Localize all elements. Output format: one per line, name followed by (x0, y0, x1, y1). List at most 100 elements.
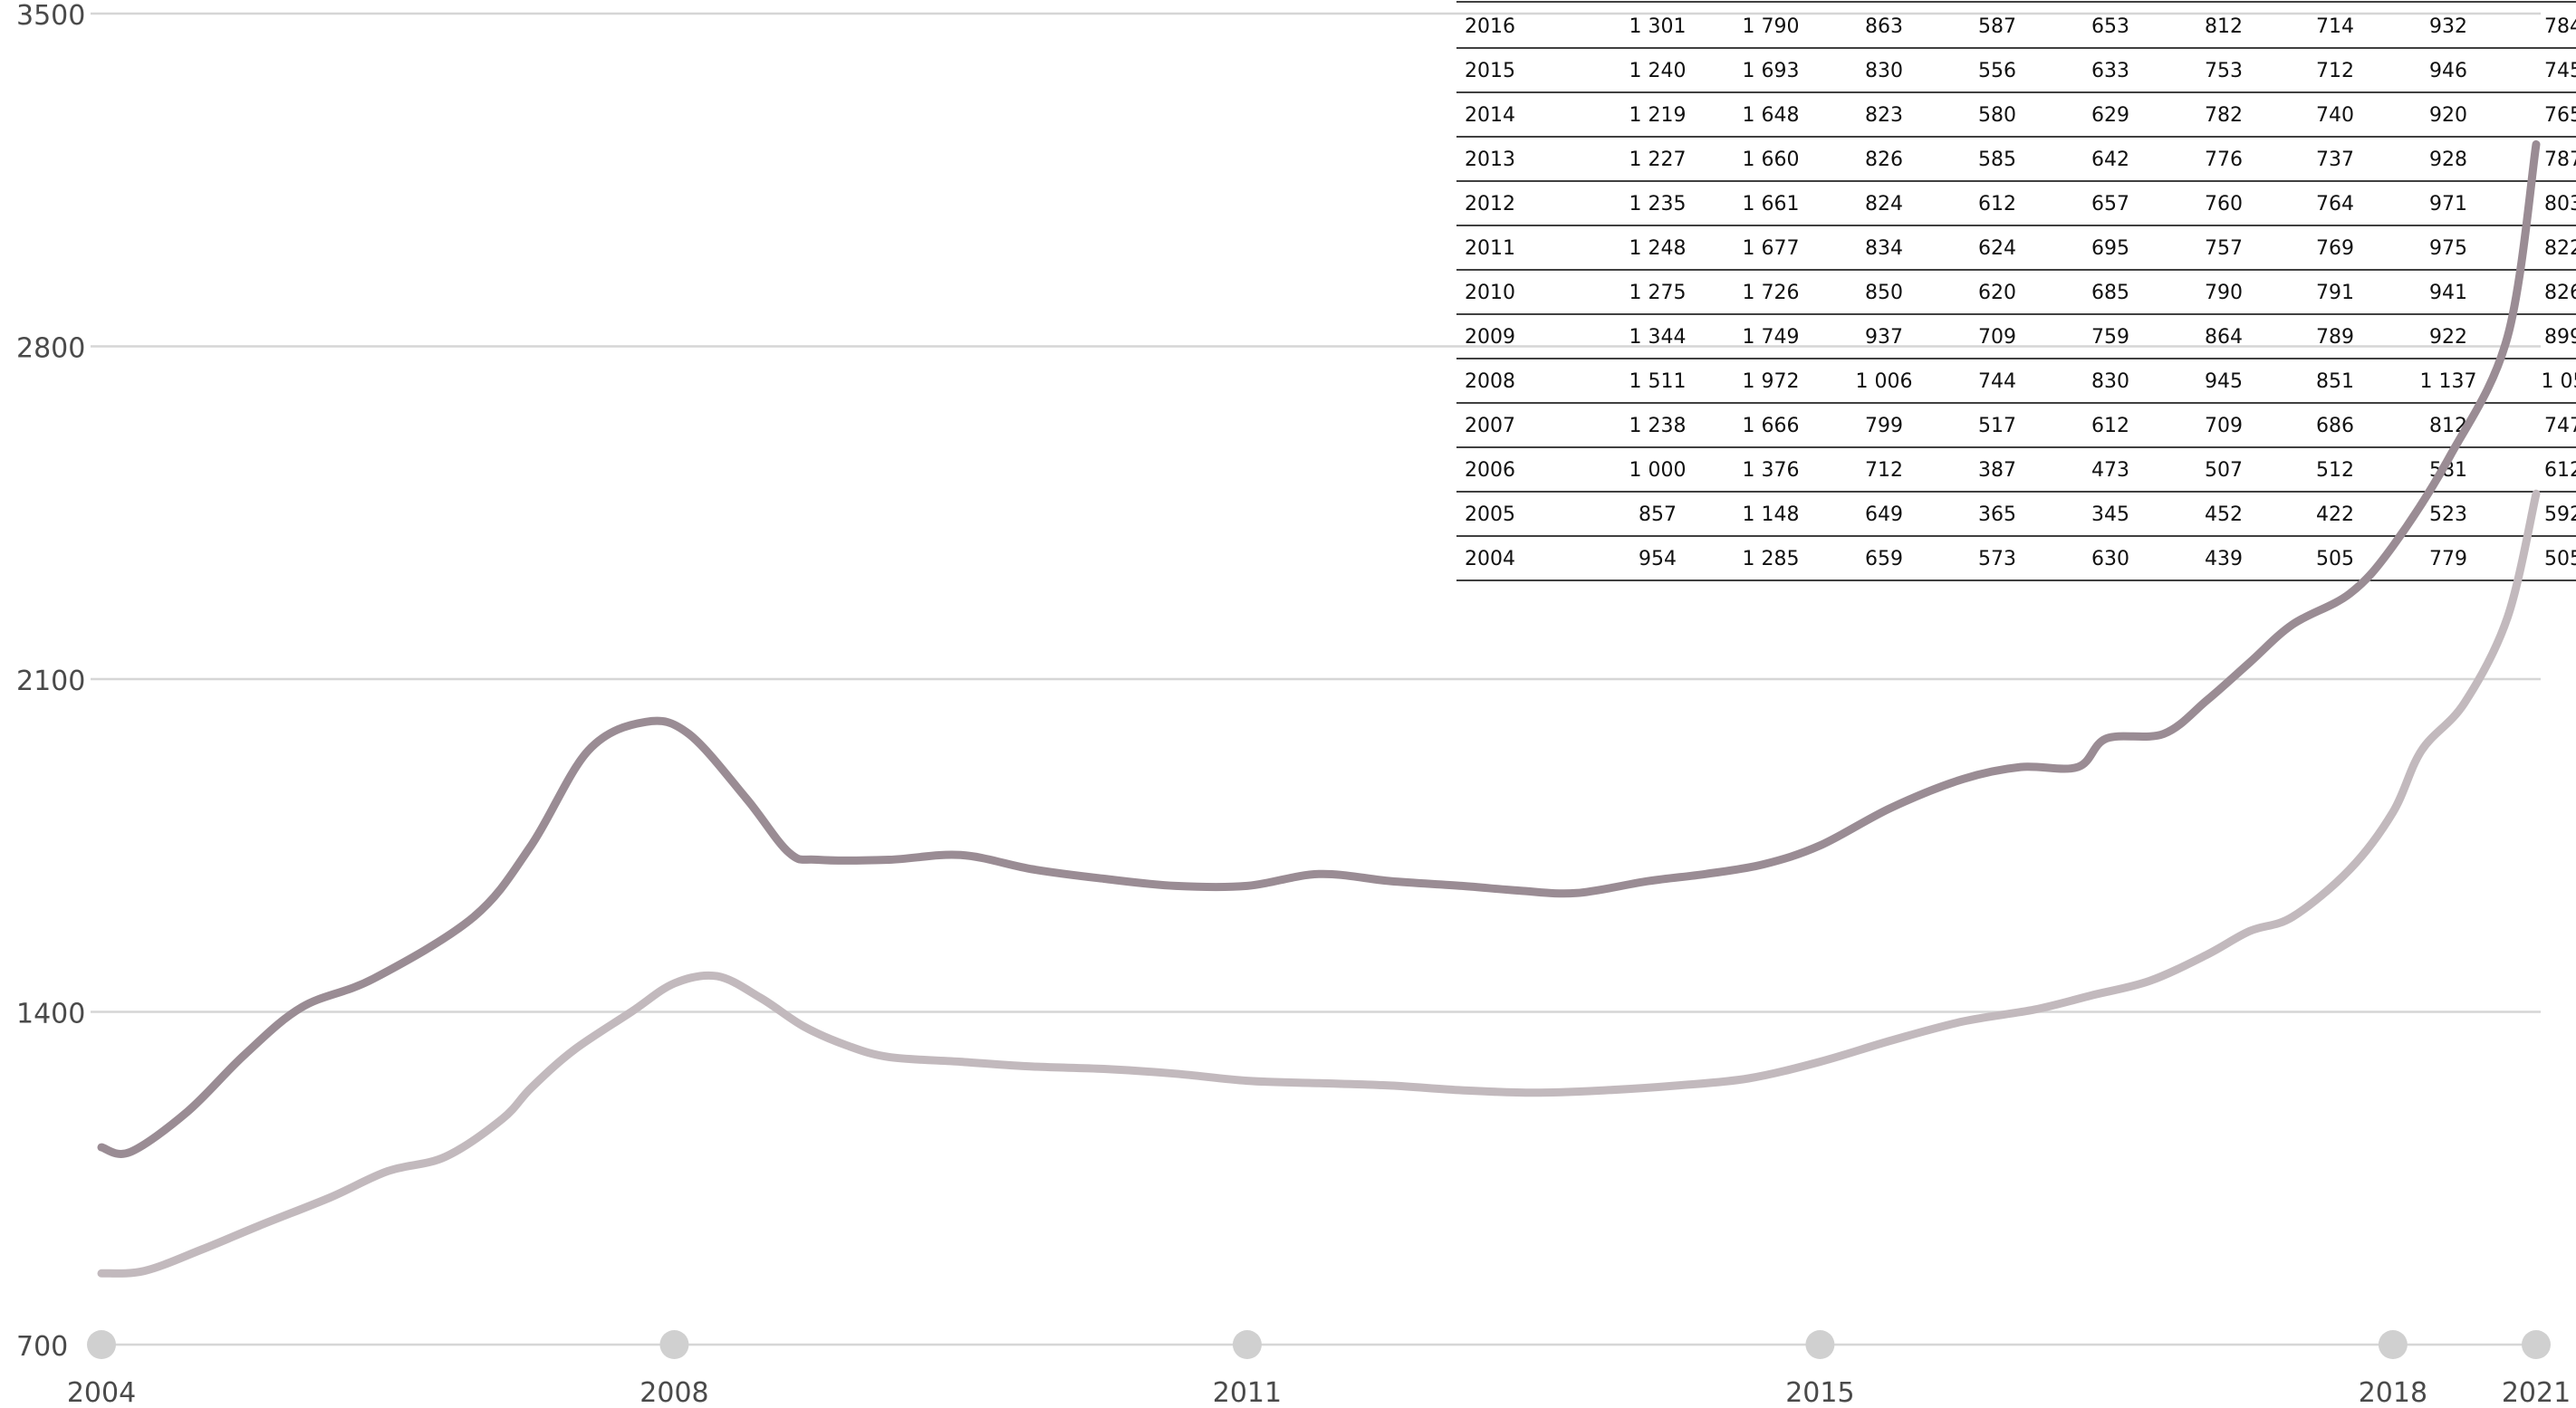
y-tick-label: 2100 (16, 666, 85, 697)
x-axis-dot (2378, 1330, 2408, 1359)
table-year-cell: 2013 (1465, 148, 1515, 171)
table-cell: 928 (2429, 148, 2467, 171)
table-cell: 573 (1978, 548, 2016, 570)
table-cell: 1 137 (2420, 370, 2477, 393)
table-cell: 941 (2429, 282, 2467, 304)
table-cell: 975 (2429, 237, 2467, 260)
x-axis-dot (1232, 1330, 1262, 1359)
upper-series-line (97, 139, 2541, 1158)
table-cell: 517 (1978, 415, 2016, 437)
table-cell: 824 (1865, 193, 1903, 216)
y-tick-label: 700 (16, 1331, 68, 1363)
table-cell: 505 (2316, 548, 2354, 570)
table-cell: 659 (1865, 548, 1903, 570)
table-cell: 709 (1978, 326, 2016, 349)
table-cell: 830 (2091, 370, 2129, 393)
table-cell: 1 693 (1743, 60, 1800, 82)
table-cell: 1 219 (1629, 104, 1687, 127)
table-year-cell: 2008 (1465, 370, 1515, 393)
table-cell: 1 000 (1629, 459, 1687, 482)
table-cell: 954 (1639, 548, 1677, 570)
table-cell: 709 (2205, 415, 2243, 437)
table-cell: 612 (2091, 415, 2129, 437)
table-cell: 922 (2429, 326, 2467, 349)
table-cell: 1 660 (1743, 148, 1800, 171)
table-cell: 765 (2544, 104, 2576, 127)
table-cell: 642 (2091, 148, 2129, 171)
lower-series-line (97, 489, 2541, 1278)
table-cell: 769 (2316, 237, 2354, 260)
table-cell: 803 (2544, 193, 2576, 216)
table-cell: 851 (2316, 370, 2354, 393)
table-cell: 1 677 (1743, 237, 1800, 260)
table-cell: 712 (1865, 459, 1903, 482)
table-cell: 1 148 (1743, 503, 1800, 526)
table-year-cell: 2007 (1465, 415, 1515, 437)
table-cell: 757 (2205, 237, 2243, 260)
table-cell: 585 (1978, 148, 2016, 171)
table-cell: 864 (2205, 326, 2243, 349)
table-cell: 1 301 (1629, 15, 1687, 38)
table-cell: 1 661 (1743, 193, 1800, 216)
table-year-cell: 2016 (1465, 15, 1515, 38)
table-cell: 790 (2205, 282, 2243, 304)
x-axis-labels: 2004 2008 2011 2015 2018 2021 (67, 1377, 2571, 1408)
table-cell: 946 (2429, 60, 2467, 82)
x-axis-markers (87, 1330, 2551, 1359)
table-cell: 439 (2205, 548, 2243, 570)
table-year-cell: 2010 (1465, 282, 1515, 304)
table-cell: 1 227 (1629, 148, 1687, 171)
table-year-cell: 2006 (1465, 459, 1515, 482)
y-axis-labels: 3500 2800 2100 1400 700 (16, 0, 85, 1363)
table-cell: 592 (2544, 503, 2576, 526)
table-cell: 649 (1865, 503, 1903, 526)
table-cell: 1 376 (1743, 459, 1800, 482)
table-year-cell: 2012 (1465, 193, 1515, 216)
table-cell: 784 (2544, 15, 2576, 38)
table-cell: 1 006 (1856, 370, 1913, 393)
table-year-cell: 2009 (1465, 326, 1515, 349)
table-cell: 799 (1865, 415, 1903, 437)
table-cell: 387 (1978, 459, 2016, 482)
table-cell: 685 (2091, 282, 2129, 304)
table-cell: 823 (1865, 104, 1903, 127)
x-tick-label: 2004 (67, 1377, 136, 1408)
table-cell: 899 (2544, 326, 2576, 349)
table-cell: 764 (2316, 193, 2354, 216)
table-cell: 507 (2205, 459, 2243, 482)
table-cell: 1 749 (1743, 326, 1800, 349)
table-cell: 1 666 (1743, 415, 1800, 437)
table-cell: 863 (1865, 15, 1903, 38)
y-tick-label: 3500 (16, 0, 85, 32)
table-cell: 782 (2205, 104, 2243, 127)
table-cell: 686 (2316, 415, 2354, 437)
table-cell: 759 (2091, 326, 2129, 349)
table-cell: 787 (2544, 148, 2576, 171)
table-cell: 822 (2544, 237, 2576, 260)
x-tick-label: 2008 (639, 1377, 708, 1408)
table-cell: 1 238 (1629, 415, 1687, 437)
table-cell: 850 (1865, 282, 1903, 304)
table-cell: 1 248 (1629, 237, 1687, 260)
table-year-cell: 2004 (1465, 548, 1515, 570)
table-cell: 812 (2205, 15, 2243, 38)
table-cell: 580 (1978, 104, 2016, 127)
table-cell: 826 (2544, 282, 2576, 304)
table-cell: 653 (2091, 15, 2129, 38)
gridlines (91, 12, 2541, 1346)
table-year-cell: 2011 (1465, 237, 1515, 260)
table-cell: 834 (1865, 237, 1903, 260)
data-table: 2016 1 301 1 790 863 587 653 812 714 932 784 2015 1… (1456, 1, 2576, 581)
table-cell: 857 (1639, 503, 1677, 526)
table-cell: 629 (2091, 104, 2129, 127)
table-cell: 745 (2544, 60, 2576, 82)
x-tick-label: 2015 (1785, 1377, 1854, 1408)
table-cell: 1 240 (1629, 60, 1687, 82)
x-tick-label: 2021 (2502, 1377, 2571, 1408)
table-year-cell: 2014 (1465, 104, 1515, 127)
table-cell: 620 (1978, 282, 2016, 304)
table-cell: 345 (2091, 503, 2129, 526)
table-cell: 1 790 (1743, 15, 1800, 38)
table-cell: 712 (2316, 60, 2354, 82)
